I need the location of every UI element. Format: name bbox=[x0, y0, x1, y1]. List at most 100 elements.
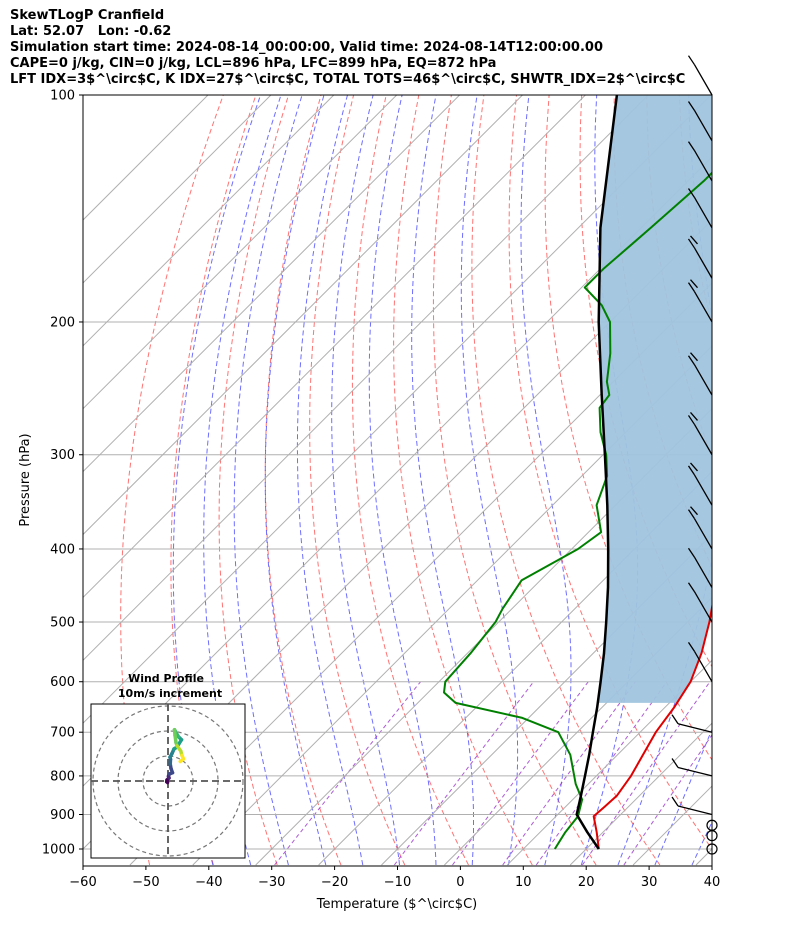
isotherm bbox=[192, 345, 712, 866]
x-tick-label: −10 bbox=[384, 875, 411, 890]
profile-temperature bbox=[592, 601, 712, 850]
hodograph-title: Wind Profile bbox=[128, 672, 204, 685]
x-tick-label: 30 bbox=[641, 875, 658, 890]
wind-barb-staff bbox=[693, 474, 713, 506]
wind-barb-flag bbox=[687, 101, 696, 111]
wind-barb-staff bbox=[693, 364, 713, 396]
wind-barb-flag bbox=[690, 279, 698, 289]
wind-barb-flag bbox=[687, 509, 696, 520]
cape-line: CAPE=0 j/kg, CIN=0 j/kg, LCL=896 hPa, LF… bbox=[10, 56, 497, 71]
wind-barb-flag bbox=[671, 714, 679, 725]
wind-barb-flag bbox=[687, 415, 696, 425]
y-axis-ticks: 1000 900 800 700 600 500 400 300 200 100 bbox=[42, 89, 83, 858]
wind-barb-staff bbox=[693, 556, 713, 588]
wind-barb-flag bbox=[687, 642, 696, 652]
isotherm bbox=[83, 95, 335, 347]
dry-adiabat bbox=[471, 95, 661, 866]
isotherm bbox=[444, 596, 712, 866]
profiles bbox=[443, 95, 712, 850]
y-tick-label: 300 bbox=[50, 448, 75, 463]
isotherm bbox=[83, 95, 398, 410]
wind-barb-staff bbox=[693, 291, 713, 323]
wind-barb-staff bbox=[693, 247, 713, 279]
mixing-ratio-line bbox=[535, 681, 668, 866]
y-tick-label: 1000 bbox=[42, 843, 75, 858]
y-tick-label: 900 bbox=[50, 808, 75, 823]
isotherm bbox=[83, 95, 712, 724]
x-tick-label: −40 bbox=[195, 875, 222, 890]
y-tick-label: 200 bbox=[50, 315, 75, 330]
time-line: Simulation start time: 2024-08-14_00:00:… bbox=[10, 40, 603, 55]
index-line: LFT IDX=3$^\circ$C, K IDX=27$^\circ$C, T… bbox=[10, 72, 686, 87]
wind-barb-flag bbox=[690, 235, 698, 245]
cape-shading bbox=[597, 95, 712, 703]
shaded-area bbox=[597, 95, 712, 703]
moist-adiabat bbox=[729, 95, 794, 865]
mixing-ratio-line bbox=[502, 681, 636, 866]
isotherm bbox=[83, 95, 649, 662]
wind-barb-flag bbox=[671, 758, 679, 768]
wind-barb-staff bbox=[693, 197, 713, 229]
x-tick-label: −50 bbox=[132, 875, 159, 890]
wind-barb-flag bbox=[690, 412, 698, 421]
x-tick-label: 40 bbox=[704, 875, 721, 890]
moist-adiabat bbox=[172, 95, 262, 866]
isotherm bbox=[129, 282, 712, 866]
x-tick-label: −20 bbox=[321, 875, 348, 890]
x-tick-label: −60 bbox=[69, 875, 96, 890]
moist-adiabat bbox=[264, 95, 327, 866]
y-tick-label: 700 bbox=[50, 726, 75, 741]
moist-adiabat bbox=[654, 728, 712, 866]
dry-adiabat bbox=[711, 95, 712, 102]
wind-barb-flag bbox=[687, 238, 696, 249]
x-tick-label: −30 bbox=[258, 875, 285, 890]
dry-adiabat bbox=[218, 95, 289, 866]
wind-barbs bbox=[671, 55, 718, 855]
isotherm bbox=[255, 407, 712, 866]
wind-barb-flag bbox=[687, 547, 696, 558]
hodograph: Wind Profile 10m/s increment bbox=[90, 672, 246, 859]
y-tick-label: 600 bbox=[50, 675, 75, 690]
wind-barb-staff bbox=[693, 591, 713, 623]
dry-adiabat bbox=[777, 95, 794, 865]
station-title: SkewTLogP Cranfield bbox=[10, 8, 165, 23]
mixing-ratio-line bbox=[581, 681, 711, 866]
isotherm bbox=[506, 659, 712, 866]
x-axis-label: Temperature ($^\circ$C) bbox=[316, 897, 477, 912]
x-tick-label: 20 bbox=[578, 875, 595, 890]
dry-adiabat bbox=[170, 95, 257, 866]
wind-barb-staff bbox=[677, 805, 713, 816]
wind-barb-staff bbox=[693, 424, 713, 456]
x-tick-label: 0 bbox=[456, 875, 464, 890]
moist-adiabat bbox=[233, 95, 303, 866]
wind-barb-flag bbox=[687, 465, 696, 476]
wind-barb-flag bbox=[687, 282, 696, 293]
moist-adiabat bbox=[203, 95, 282, 866]
dry-adiabat bbox=[393, 95, 533, 866]
isotherm bbox=[83, 95, 272, 284]
hodograph-subtitle: 10m/s increment bbox=[118, 687, 222, 700]
isotherm bbox=[83, 95, 460, 473]
location-line: Lat: 52.07 Lon: -0.62 bbox=[10, 24, 172, 39]
wind-barb-staff bbox=[693, 150, 713, 182]
dry-adiabat bbox=[264, 95, 342, 866]
wind-barb-flag bbox=[687, 355, 696, 366]
dry-adiabat bbox=[432, 95, 597, 866]
title-block: SkewTLogP Cranfield Lat: 52.07 Lon: -0.6… bbox=[10, 8, 685, 88]
wind-barb-flag bbox=[690, 506, 698, 516]
dry-adiabat bbox=[745, 95, 794, 865]
isotherm bbox=[83, 95, 586, 599]
mixing-ratio-line bbox=[623, 734, 712, 866]
mixing-ratio-line bbox=[274, 681, 421, 866]
isotherm bbox=[83, 95, 523, 536]
wind-barb-flag bbox=[687, 141, 696, 151]
dry-adiabat bbox=[309, 95, 406, 866]
wind-barb-flag bbox=[687, 55, 696, 66]
wind-barb-flag bbox=[687, 582, 696, 593]
wind-barb-staff bbox=[693, 64, 713, 96]
moist-adiabat bbox=[411, 95, 474, 865]
isotherm bbox=[381, 533, 712, 866]
wind-barb-staff bbox=[677, 766, 713, 777]
moist-adiabat bbox=[296, 95, 364, 866]
profile-dewpoint bbox=[443, 171, 712, 850]
